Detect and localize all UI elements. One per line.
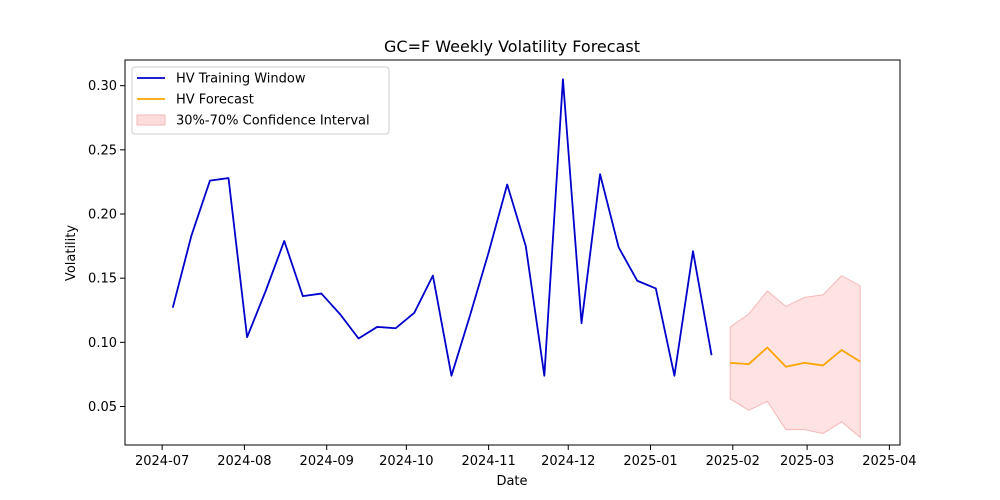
axes-frame [124, 59, 901, 446]
y-tick-label: 0.20 [88, 208, 117, 223]
y-tick-label: 0.10 [88, 336, 117, 351]
x-tick-label: 2025-03 [780, 454, 834, 469]
x-tick-label: 2024-11 [461, 454, 515, 469]
y-tick-label: 0.15 [88, 272, 117, 287]
legend-label: HV Training Window [176, 72, 306, 87]
legend-swatch [136, 114, 166, 126]
x-tick-label: 2024-12 [541, 454, 595, 469]
legend-box [131, 66, 390, 135]
legend-label: 30%-70% Confidence Interval [176, 114, 370, 129]
y-tick-label: 0.05 [88, 400, 117, 415]
x-tick-label: 2024-07 [135, 454, 189, 469]
x-tick-label: 2025-01 [623, 454, 677, 469]
y-tick-label: 0.30 [88, 79, 117, 94]
legend-item-training: HV Training Window [137, 72, 306, 87]
plot-area [171, 78, 861, 439]
x-tick-label: 2024-10 [379, 454, 433, 469]
x-tick-label: 2025-04 [862, 454, 916, 469]
y-axis: 0.05 0.10 0.15 0.20 0.25 0.30 [88, 79, 125, 415]
training-line [171, 78, 713, 377]
x-tick-label: 2024-09 [300, 454, 354, 469]
legend: HV Training Window HV Forecast 30%-70% Con… [131, 66, 390, 135]
x-tick-label: 2024-08 [217, 454, 271, 469]
legend-item-forecast: HV Forecast [137, 93, 254, 108]
x-axis-label: Date [496, 474, 527, 489]
legend-label: HV Forecast [176, 93, 254, 108]
y-tick-label: 0.25 [88, 143, 117, 158]
chart-title: GC=F Weekly Volatility Forecast [384, 37, 640, 56]
x-tick-label: 2025-02 [706, 454, 760, 469]
x-axis: 2024-07 2024-08 2024-09 2024-10 2024-11 2024-… [135, 445, 917, 469]
confidence-band [729, 274, 861, 439]
legend-item-confidence: 30%-70% Confidence Interval [136, 114, 370, 129]
forecast-line [730, 346, 861, 368]
y-axis-label: Volatility [64, 225, 79, 281]
